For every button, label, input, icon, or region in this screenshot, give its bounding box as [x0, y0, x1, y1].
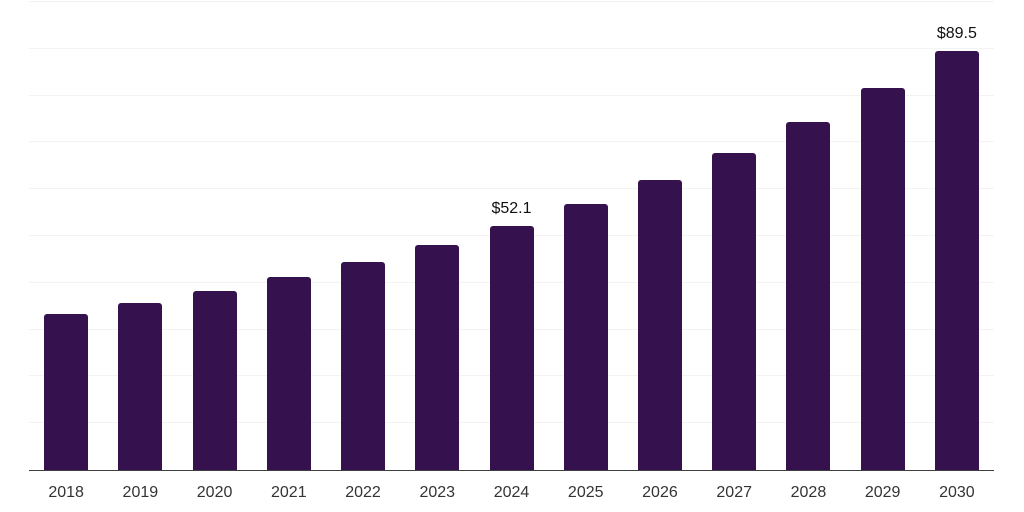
bar-2026: [637, 179, 682, 470]
x-tick-label-2029: 2029: [864, 484, 901, 501]
plot-area: $52.1 $89.5: [29, 1, 994, 471]
x-tick-label-2018: 2018: [48, 484, 84, 501]
gridline-100: [29, 1, 994, 2]
data-label-2030: $89.5: [936, 25, 977, 43]
x-tick-label-2023: 2023: [419, 484, 456, 501]
bar-2027: [712, 152, 757, 470]
x-tick-label-2030: 2030: [939, 484, 975, 501]
x-tick-label-2020: 2020: [196, 484, 233, 501]
bar-2028: [786, 122, 831, 470]
gridline-60: [29, 188, 994, 190]
bar-2023: [415, 245, 460, 470]
x-tick-label-2022: 2022: [345, 484, 381, 501]
bar-2018: [44, 314, 89, 470]
x-tick-label-2028: 2028: [790, 484, 827, 501]
x-axis-labels: 2018 2019 2020 2021 2022 2023 2024 2025 2026 2027…: [29, 484, 994, 506]
bar-2024: [489, 226, 534, 470]
data-label-2024: $52.1: [491, 200, 532, 218]
gridline-70: [29, 141, 994, 143]
x-tick-label-2021: 2021: [271, 484, 307, 501]
bar-2019: [118, 303, 163, 470]
bar-2020: [192, 291, 237, 470]
bar-2025: [563, 203, 608, 470]
gridline-80: [29, 94, 994, 96]
bar-2029: [860, 88, 905, 470]
x-tick-label-2027: 2027: [716, 484, 752, 501]
x-tick-label-2019: 2019: [122, 484, 159, 501]
bar-2021: [266, 277, 311, 470]
x-tick-label-2025: 2025: [567, 484, 604, 501]
x-tick-label-2024: 2024: [493, 484, 530, 501]
x-tick-label-2026: 2026: [642, 484, 678, 501]
bar-2030: [934, 51, 979, 470]
gridline-90: [29, 47, 994, 49]
bar-2022: [341, 262, 386, 470]
